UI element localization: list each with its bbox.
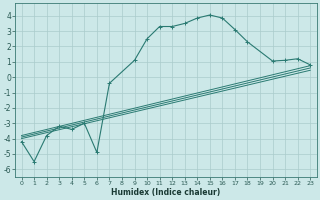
X-axis label: Humidex (Indice chaleur): Humidex (Indice chaleur) — [111, 188, 220, 197]
